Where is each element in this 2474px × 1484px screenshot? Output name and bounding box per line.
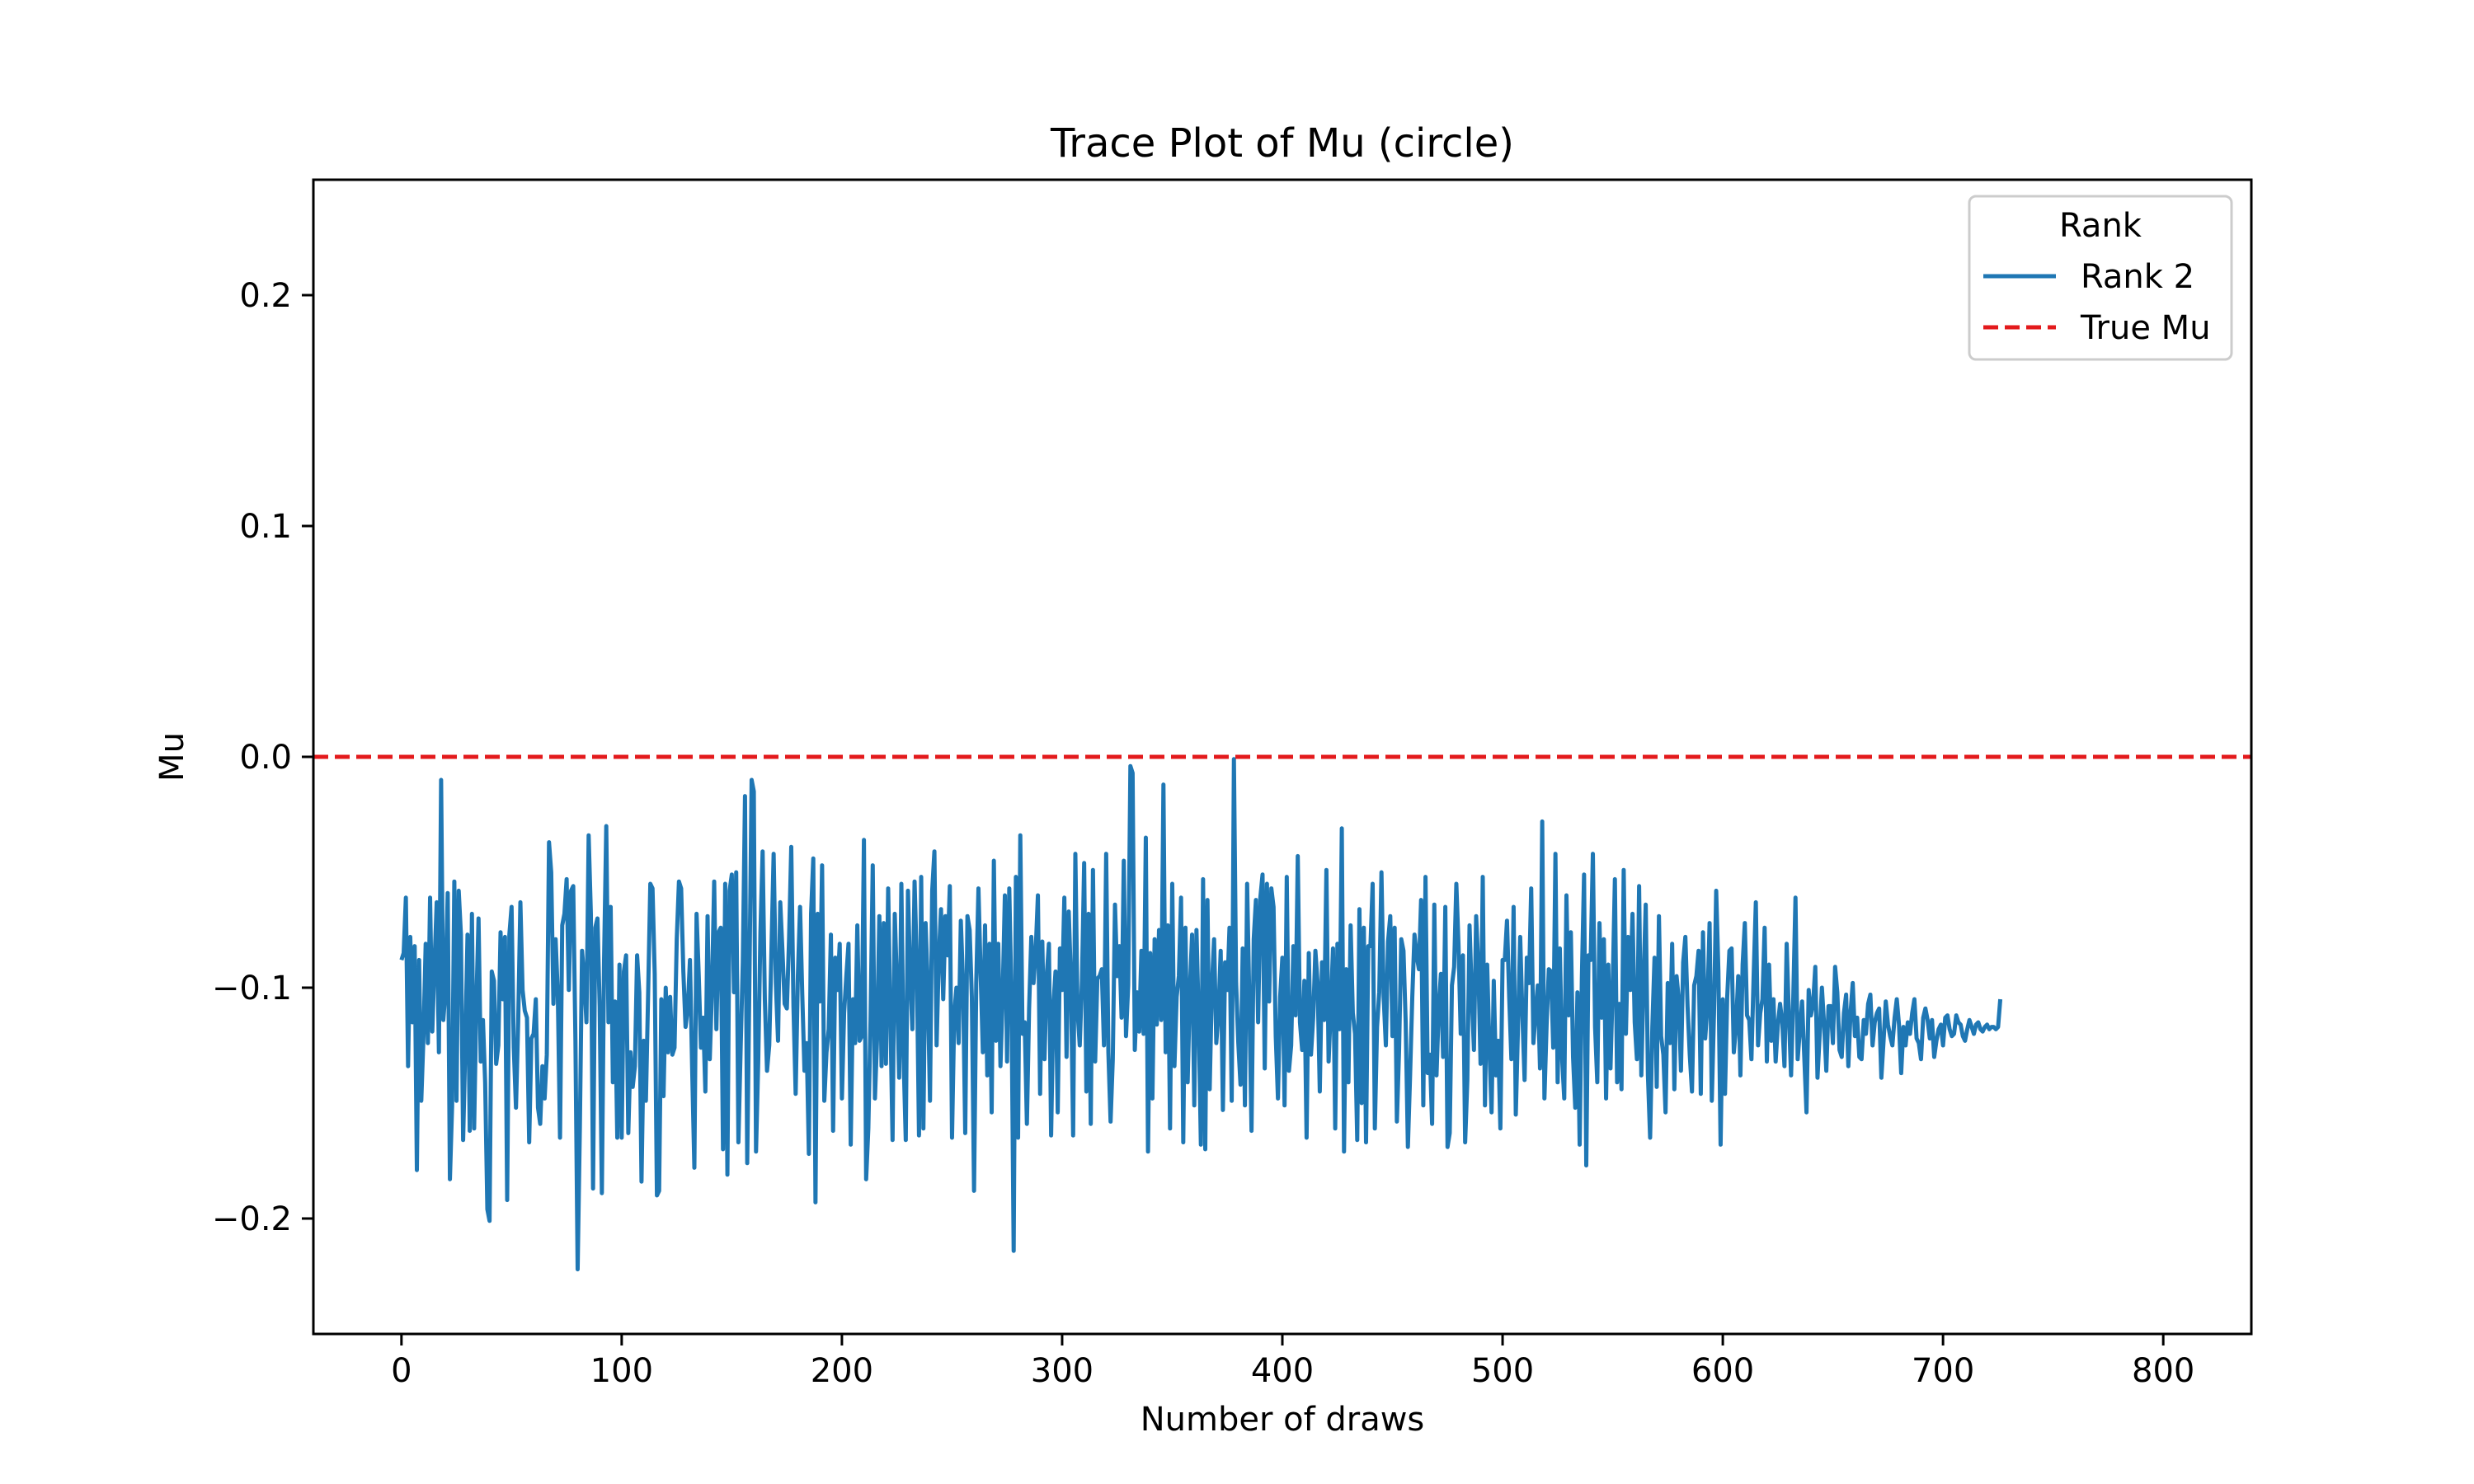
x-tick-label: 700: [1912, 1352, 1974, 1390]
legend-box: [1968, 195, 2233, 361]
y-tick-label: 0.2: [239, 277, 292, 315]
y-axis: 0.2 0.1 0.0 −0.1 −0.2: [212, 277, 313, 1238]
y-tick-label: 0.0: [239, 739, 292, 777]
y-tick-label: −0.1: [212, 970, 292, 1007]
x-tick-label: 200: [811, 1352, 873, 1390]
x-tick-label: 0: [391, 1352, 412, 1390]
x-tick-label: 500: [1471, 1352, 1534, 1390]
x-axis-label: Number of draws: [1141, 1401, 1425, 1439]
x-tick-label: 100: [590, 1352, 653, 1390]
x-tick-label: 400: [1251, 1352, 1314, 1390]
y-tick-label: −0.2: [212, 1200, 292, 1238]
series-line-rank-2: [399, 757, 2003, 1272]
x-tick-label: 300: [1031, 1352, 1094, 1390]
x-tick-label: 600: [1691, 1352, 1754, 1390]
y-tick-label: 0.1: [239, 508, 292, 546]
x-tick-label: 800: [2132, 1352, 2194, 1390]
legend-label-true-mu: True Mu: [2080, 309, 2211, 347]
y-axis-label: Mu: [153, 732, 191, 782]
legend-title: Rank: [2059, 207, 2142, 245]
series-layer: [313, 754, 2251, 1272]
legend: Rank Rank 2 True Mu: [1968, 195, 2233, 361]
legend-label-rank-2: Rank 2: [2081, 258, 2194, 296]
chart-title: Trace Plot of Mu (circle): [1050, 120, 1514, 167]
x-axis: 0 100 200 300 400 500 600 700 800: [391, 1334, 2194, 1390]
